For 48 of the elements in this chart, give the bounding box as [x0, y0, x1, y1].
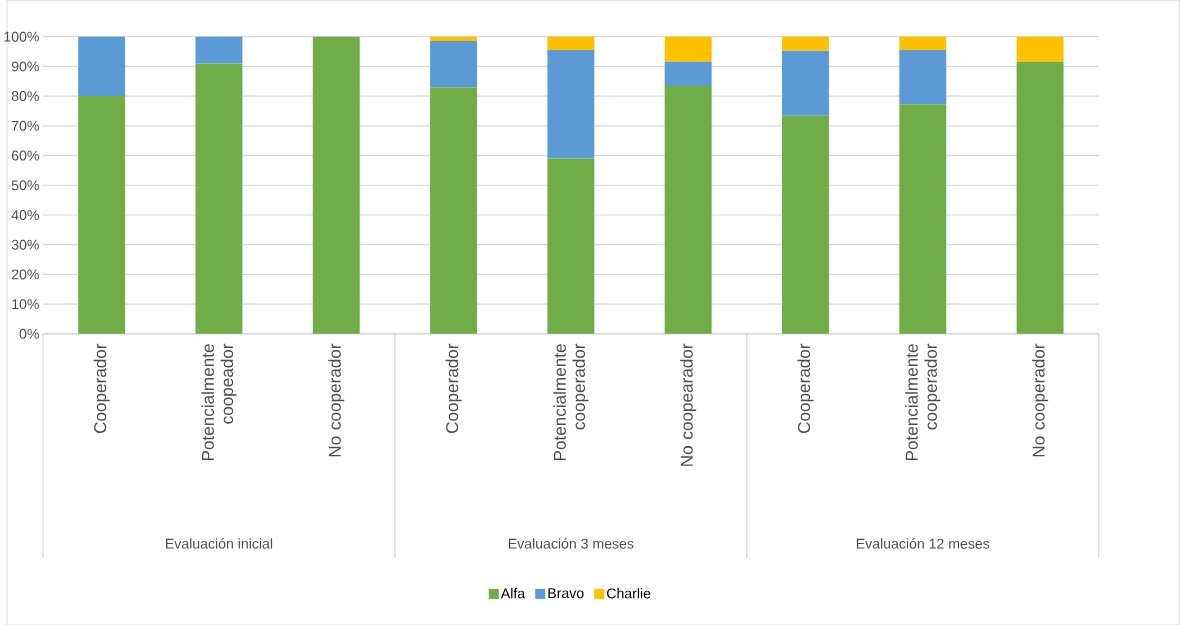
bar	[430, 40, 478, 87]
bar	[78, 36, 126, 96]
legend-label: Alfa	[500, 587, 526, 599]
y-tick-label: 80%	[11, 90, 39, 101]
y-tick-label: 90%	[11, 61, 39, 72]
bar	[899, 49, 947, 104]
y-tick-label: 60%	[11, 150, 39, 161]
bar	[195, 36, 243, 64]
y-tick-label: 0%	[19, 328, 39, 339]
x-tick-label: Potencialmente cooperador	[905, 343, 941, 460]
y-tick-label: 70%	[11, 120, 39, 131]
bar	[664, 85, 712, 334]
bar	[782, 50, 829, 116]
y-tick-label: 50%	[11, 180, 39, 191]
x-tick-label: No cooperador	[1032, 343, 1049, 457]
bar	[782, 36, 829, 51]
bar	[547, 158, 595, 334]
text: Evaluación 3 meses	[508, 537, 634, 549]
bar	[664, 36, 712, 62]
x-tick-label: Potencialmente coopeador	[201, 343, 237, 460]
legend-label: Bravo	[548, 588, 584, 598]
bar	[899, 36, 947, 50]
y-tick-label: 100%	[4, 31, 39, 42]
bar	[430, 86, 478, 334]
bar	[430, 36, 478, 41]
x-tick-label: Cooperador	[93, 343, 110, 433]
bar	[547, 36, 595, 50]
bar	[1016, 61, 1064, 334]
text: Evaluación 12 meses	[856, 537, 990, 549]
legend-label: Charlie	[607, 587, 651, 599]
x-tick-label: No cooperador	[328, 343, 345, 457]
bar	[899, 103, 947, 334]
bar	[1016, 36, 1064, 62]
x-tick-label: Cooperador	[445, 343, 462, 433]
bar	[195, 63, 243, 334]
bar	[782, 115, 829, 334]
bar	[78, 95, 126, 334]
x-tick-label: Cooperador	[797, 343, 814, 433]
bar	[312, 36, 360, 334]
x-tick-label: No coopearador	[680, 343, 697, 466]
bar	[664, 61, 712, 86]
y-tick-label: 10%	[12, 298, 39, 309]
y-tick-label: 30%	[11, 239, 39, 250]
y-tick-label: 20%	[11, 269, 39, 280]
text: Evaluación inicial	[166, 537, 273, 549]
bar	[547, 49, 595, 159]
y-tick-label: 40%	[11, 209, 39, 220]
x-tick-label: Potencialmente cooperador	[553, 343, 589, 460]
